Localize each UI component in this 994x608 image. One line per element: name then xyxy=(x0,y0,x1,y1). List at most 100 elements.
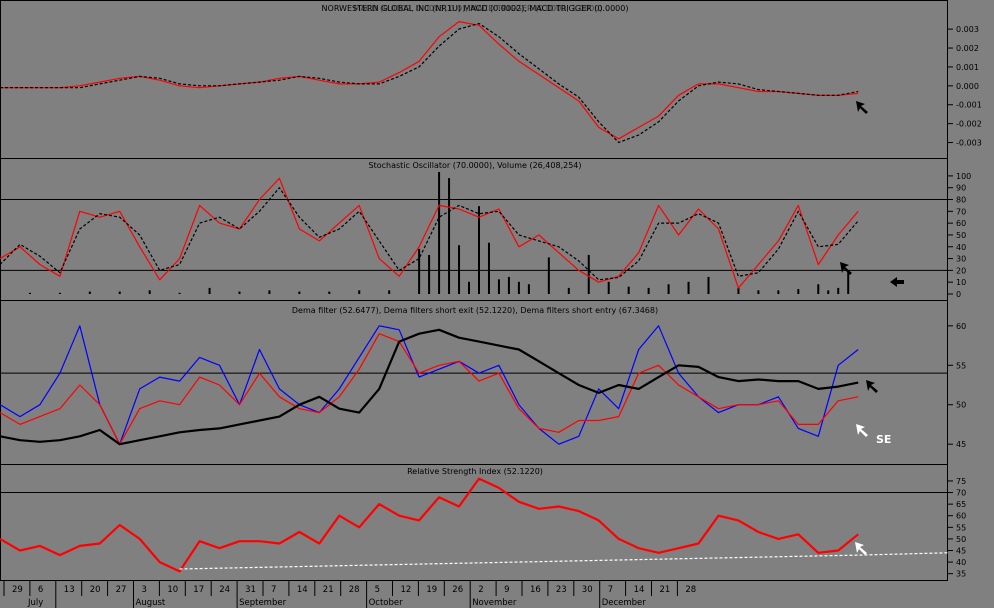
macd-series-line-1 xyxy=(0,22,859,144)
dema-y-tick-label: 45 xyxy=(956,440,966,449)
x-date-tick-label: 2 xyxy=(478,585,483,595)
stochastic-volume-bar xyxy=(817,284,820,294)
stochastic-volume-bar xyxy=(178,292,181,294)
x-date-tick-label: 12 xyxy=(401,585,412,595)
stochastic-y-tick-label: 30 xyxy=(956,255,966,264)
x-date-tick-label: 6 xyxy=(38,585,43,595)
macd-y-tick-label: 0.000 xyxy=(956,82,979,91)
stochastic-volume-bar xyxy=(647,287,650,294)
rsi-y-tick-label: 50 xyxy=(956,535,966,544)
x-date-tick-label: 31 xyxy=(245,585,256,595)
x-date-tick-label: 28 xyxy=(685,585,696,595)
stochastic-arrow-icon xyxy=(840,262,852,275)
x-month-label: August xyxy=(136,598,166,608)
stochastic-y-tick-label: 40 xyxy=(956,243,966,252)
x-date-tick-label: 5 xyxy=(375,585,380,595)
x-date-tick-label: 16 xyxy=(530,585,541,595)
stochastic-volume-bar xyxy=(88,291,91,294)
stochastic-volume-bar xyxy=(667,284,670,294)
rsi-y-tick-label: 60 xyxy=(956,512,966,521)
stochastic-volume-bar xyxy=(448,178,451,294)
stochastic-volume-bar xyxy=(757,290,760,294)
stochastic-volume-bar xyxy=(268,290,271,294)
dema-y-tick-label: 55 xyxy=(956,361,966,370)
x-date-tick-label: 17 xyxy=(193,585,204,595)
stochastic-y-tick-label: 80 xyxy=(956,196,966,205)
x-month-label: December xyxy=(602,598,647,608)
macd-y-tick-label: 0.003 xyxy=(956,25,979,34)
stochastic-arrow-icon-shape xyxy=(840,262,852,275)
macd-y-tick-label: -0.002 xyxy=(956,120,982,129)
stochastic-volume-bar xyxy=(28,292,31,294)
stochastic-volume-bar xyxy=(607,281,610,294)
rsi-series-line-0 xyxy=(0,477,859,573)
x-date-tick-label: 9 xyxy=(504,585,509,595)
x-date-tick-label: 10 xyxy=(167,585,178,595)
stochastic-y-tick-label: 70 xyxy=(956,207,966,216)
x-date-tick-label: 21 xyxy=(660,585,671,595)
dema-series-line-0 xyxy=(0,325,859,445)
stochastic-y-tick-label: 100 xyxy=(956,172,971,181)
x-date-tick-label: 29 xyxy=(12,585,23,595)
rsi-series-line-1 xyxy=(179,552,949,570)
macd-arrow-icon xyxy=(856,101,868,114)
dema-y-tick-label: 60 xyxy=(956,322,966,331)
y-axis-ticks: 0.003 0.002 0.001 0.000 -0.001 -0.002 -0.003 10… xyxy=(948,25,982,579)
x-date-tick-label: 7 xyxy=(608,585,613,595)
stochastic-volume-bar xyxy=(358,290,361,294)
stochastic-volume-bar xyxy=(547,257,550,294)
macd-y-tick-label: -0.001 xyxy=(956,101,982,110)
dema-panel-title: Dema filter (52.6477), Dema filters shor… xyxy=(292,306,658,315)
volume-arrow-shape xyxy=(890,277,904,287)
stochastic-volume-bar xyxy=(468,281,471,294)
stochastic-volume-bar xyxy=(58,292,61,294)
stochastic-volume-bar xyxy=(118,291,121,294)
stochastic-volume-bar xyxy=(517,281,520,294)
stochastic-volume-bar xyxy=(837,287,840,294)
rsi-y-tick-label: 55 xyxy=(956,523,966,532)
x-date-tick-label: 19 xyxy=(426,585,437,595)
stochastic-volume-bar xyxy=(507,276,510,294)
stochastic-volume-bar xyxy=(497,279,500,294)
macd-y-tick-label: 0.002 xyxy=(956,44,979,53)
stochastic-volume-bar xyxy=(438,172,441,294)
macd-arrow-icon-shape xyxy=(856,101,868,114)
macd-y-tick-label: -0.003 xyxy=(956,139,982,148)
stochastic-volume-bar xyxy=(298,291,301,294)
rsi-y-tick-label: 65 xyxy=(956,500,966,509)
x-date-tick-label: 28 xyxy=(349,585,360,595)
x-date-tick-label: 14 xyxy=(634,585,645,595)
stochastic-series-line-0 xyxy=(0,177,859,289)
stochastic-volume-bar xyxy=(328,291,331,294)
x-date-tick-label: 21 xyxy=(323,585,334,595)
x-date-tick-label: 14 xyxy=(297,585,308,595)
dema-arrow-icon-shape xyxy=(866,380,878,393)
stochastic-volume-bar xyxy=(587,254,590,294)
x-axis: 29 6 13 20 27 3 10 17 24 31 7 14 21 28 5 12 19 26 2 9 16 23 30… xyxy=(0,580,994,608)
stochastic-volume-bar xyxy=(777,290,780,294)
se-label: SE xyxy=(876,433,891,446)
stochastic-volume-bar xyxy=(148,290,151,294)
stochastic-volume-bar xyxy=(567,287,570,294)
x-date-tick-label: 30 xyxy=(582,585,593,595)
x-month-label: November xyxy=(472,598,517,608)
plot-area xyxy=(0,21,949,573)
x-date-tick-label: 26 xyxy=(452,585,463,595)
stochastic-volume-bar xyxy=(527,284,530,294)
stochastic-volume-bar xyxy=(737,287,740,294)
macd-y-tick-label: 0.001 xyxy=(956,63,979,72)
stochastic-volume-bar xyxy=(627,286,630,294)
stochastic-y-tick-label: 60 xyxy=(956,219,966,228)
dema-y-tick-label: 50 xyxy=(956,401,966,410)
dema-series-line-1 xyxy=(0,333,859,445)
stochastic-y-tick-label: 10 xyxy=(956,278,966,287)
stochastic-volume-bar xyxy=(847,272,850,294)
stochastic-volume-bar xyxy=(687,281,690,294)
stochastic-y-tick-label: 50 xyxy=(956,231,966,240)
macd-series-line-0 xyxy=(0,21,859,140)
rsi-panel-title: Relative Strength Index (52.1220) xyxy=(407,467,543,476)
rsi-y-tick-label: 40 xyxy=(956,558,966,567)
rsi-y-tick-label: 35 xyxy=(956,570,966,579)
x-date-tick-label: 24 xyxy=(219,585,230,595)
stochastic-volume-bar xyxy=(0,292,1,294)
